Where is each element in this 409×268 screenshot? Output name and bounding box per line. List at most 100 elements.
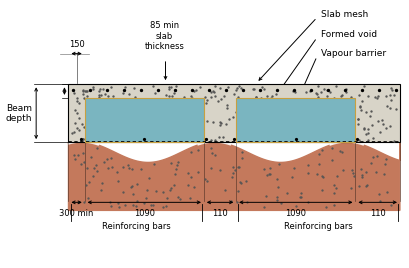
- Point: [378, 122, 385, 126]
- Point: [342, 90, 348, 94]
- Point: [82, 89, 89, 94]
- Point: [338, 93, 344, 97]
- Point: [71, 157, 78, 161]
- Point: [76, 200, 82, 204]
- Point: [74, 125, 80, 130]
- Point: [202, 95, 208, 99]
- Point: [362, 183, 369, 187]
- Point: [194, 169, 200, 174]
- Point: [171, 88, 178, 92]
- Point: [163, 196, 170, 200]
- Point: [386, 93, 393, 97]
- Point: [159, 190, 166, 195]
- Point: [72, 121, 79, 125]
- Point: [84, 196, 91, 200]
- Point: [274, 185, 281, 189]
- Point: [260, 87, 266, 92]
- Point: [225, 85, 231, 90]
- Point: [167, 185, 174, 190]
- Point: [290, 166, 296, 170]
- Point: [234, 165, 241, 169]
- Point: [232, 88, 238, 92]
- Point: [234, 189, 240, 193]
- Point: [217, 121, 223, 125]
- Text: 300 min: 300 min: [59, 209, 94, 218]
- Point: [366, 161, 373, 165]
- Point: [273, 176, 280, 181]
- Point: [169, 94, 175, 98]
- Point: [382, 190, 389, 194]
- Point: [373, 96, 379, 100]
- Point: [162, 204, 169, 208]
- Point: [90, 174, 96, 178]
- Point: [364, 94, 370, 99]
- Point: [133, 199, 140, 204]
- Point: [202, 137, 208, 141]
- Point: [332, 84, 338, 88]
- Point: [187, 196, 193, 200]
- Point: [330, 96, 336, 100]
- Point: [165, 85, 172, 89]
- Point: [233, 110, 239, 114]
- Point: [265, 172, 272, 176]
- Point: [221, 187, 228, 192]
- Point: [315, 152, 321, 157]
- Point: [108, 165, 115, 169]
- Point: [360, 84, 366, 88]
- Point: [187, 150, 194, 154]
- Point: [203, 98, 210, 102]
- Point: [387, 85, 393, 90]
- Point: [75, 116, 82, 120]
- Point: [150, 84, 156, 88]
- Point: [386, 105, 392, 110]
- Point: [113, 170, 120, 174]
- Point: [97, 87, 103, 92]
- Point: [237, 85, 244, 90]
- Point: [162, 92, 169, 97]
- Point: [368, 123, 375, 127]
- Point: [79, 92, 86, 96]
- Point: [266, 166, 273, 170]
- Point: [328, 146, 335, 150]
- Point: [81, 160, 88, 164]
- Point: [79, 89, 86, 93]
- Point: [83, 94, 90, 98]
- Point: [73, 99, 80, 103]
- Point: [215, 135, 222, 139]
- Point: [348, 171, 355, 176]
- Point: [350, 173, 357, 178]
- Point: [146, 176, 152, 181]
- Point: [364, 131, 371, 135]
- Point: [74, 153, 81, 157]
- Point: [207, 95, 213, 99]
- Point: [222, 122, 229, 127]
- Point: [160, 204, 166, 209]
- Point: [374, 94, 381, 99]
- Point: [390, 139, 396, 143]
- Point: [219, 135, 225, 139]
- Point: [108, 204, 114, 208]
- Point: [71, 153, 77, 157]
- Point: [234, 95, 241, 99]
- Point: [125, 166, 132, 170]
- Point: [171, 183, 177, 187]
- Point: [242, 179, 248, 183]
- Point: [318, 187, 325, 192]
- Point: [75, 100, 82, 105]
- Point: [230, 92, 236, 96]
- Point: [77, 162, 84, 167]
- Point: [209, 88, 216, 93]
- Point: [263, 94, 269, 99]
- Point: [229, 170, 235, 175]
- Point: [312, 91, 319, 95]
- Point: [216, 85, 222, 90]
- Point: [252, 95, 258, 99]
- Point: [109, 94, 116, 98]
- Point: [318, 174, 324, 178]
- Point: [355, 183, 362, 188]
- Point: [249, 87, 256, 91]
- Point: [382, 94, 389, 98]
- Point: [126, 92, 132, 96]
- Point: [173, 163, 180, 167]
- Point: [203, 119, 210, 123]
